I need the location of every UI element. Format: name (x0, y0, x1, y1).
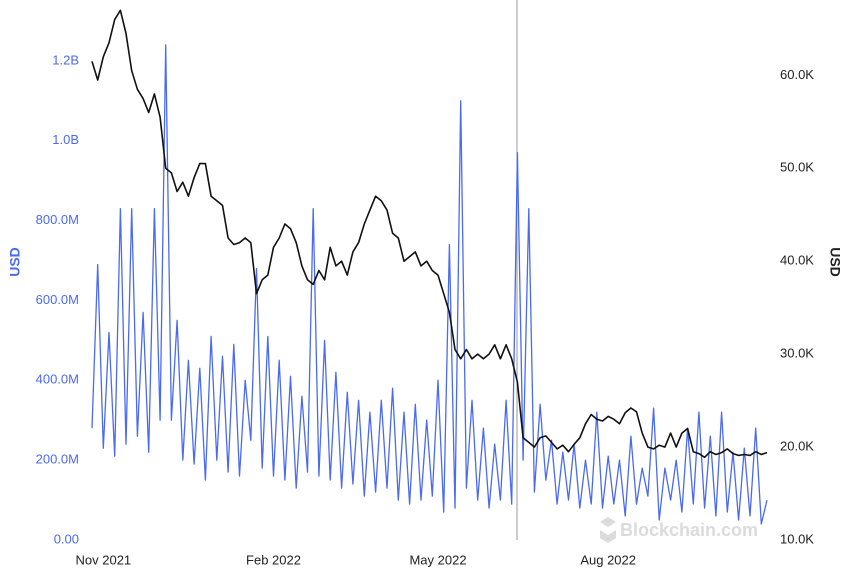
volume-line (91, 44, 768, 525)
watermark: Blockchain.com (600, 517, 758, 543)
y2-tick-label: 30.0K (780, 346, 814, 361)
y-axis-title: USD (7, 247, 23, 277)
x-tick-label: May 2022 (409, 552, 466, 567)
y2-axis-title: USD (827, 247, 843, 277)
y2-tick-label: 10.0K (780, 531, 814, 546)
y-tick-label: 1.0B (52, 132, 79, 147)
y2-tick-label: 40.0K (780, 253, 814, 268)
watermark-text: Blockchain.com (620, 520, 758, 540)
y2-tick-label: 20.0K (780, 439, 814, 454)
price-line (91, 9, 768, 459)
y2-tick-label: 60.0K (780, 67, 814, 82)
y-tick-label: 1.2B (52, 52, 79, 67)
y-tick-label: 600.0M (36, 292, 79, 307)
x-tick-label: Feb 2022 (246, 552, 301, 567)
watermark-logo (600, 517, 616, 543)
y2-tick-label: 50.0K (780, 160, 814, 175)
y-tick-label: 0.00 (54, 531, 79, 546)
y-tick-label: 800.0M (36, 212, 79, 227)
y-tick-label: 200.0M (36, 452, 79, 467)
y-tick-label: 400.0M (36, 372, 79, 387)
x-tick-label: Aug 2022 (580, 552, 636, 567)
x-tick-label: Nov 2021 (76, 552, 132, 567)
